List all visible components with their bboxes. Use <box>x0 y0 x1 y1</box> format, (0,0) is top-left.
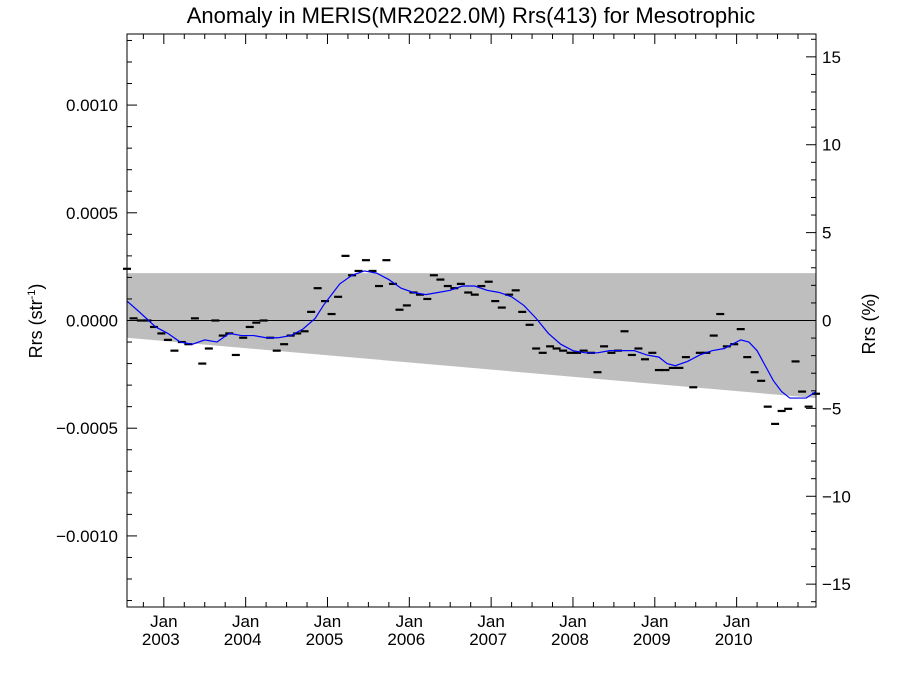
right-axis-tick-label: 10 <box>822 136 841 155</box>
x-axis-month-label: Jan <box>314 612 341 631</box>
x-axis-year-label: 2003 <box>142 630 180 649</box>
uncertainty-band <box>127 273 816 399</box>
left-axis-tick-label: 0.0005 <box>66 204 118 223</box>
right-axis-tick-label: −10 <box>822 487 851 506</box>
right-axis-tick-label: 5 <box>822 224 831 243</box>
plot-frame <box>126 33 817 608</box>
x-axis-month-label: Jan <box>477 612 504 631</box>
left-axis-tick-label: −0.0005 <box>56 419 118 438</box>
x-axis-month-label: Jan <box>559 612 586 631</box>
right-axis-tick-label: −5 <box>822 399 841 418</box>
x-axis-year-label: 2010 <box>715 630 753 649</box>
right-axis-label: Rrs (%) <box>859 294 879 355</box>
axis-ticks <box>127 34 816 607</box>
x-axis-year-label: 2008 <box>551 630 589 649</box>
left-axis-tick-labels: 0.0010 0.0005 0.0000 −0.0005 −0.0010 <box>56 96 118 546</box>
x-axis-month-label: Jan <box>396 612 423 631</box>
right-axis-tick-label: 0 <box>822 312 831 331</box>
left-axis-label-superscript: -1 <box>26 290 38 300</box>
x-axis-year-label: 2004 <box>224 630 262 649</box>
left-axis-label-text: Rrs (str <box>26 299 46 358</box>
x-axis-month-label: Jan <box>150 612 177 631</box>
left-axis-tick-label: −0.0010 <box>56 527 118 546</box>
x-axis-tick-labels: Jan2003Jan2004Jan2005Jan2006Jan2007Jan20… <box>142 612 753 649</box>
left-axis-label: Rrs (str-1) <box>26 284 46 359</box>
right-axis-tick-label: −15 <box>822 575 851 594</box>
x-axis-year-label: 2005 <box>306 630 344 649</box>
right-axis-tick-label: 15 <box>822 48 841 67</box>
left-axis-tick-label: 0.0000 <box>66 312 118 331</box>
chart-title: Anomaly in MERIS(MR2022.0M) Rrs(413) for… <box>187 3 756 28</box>
left-axis-tick-label: 0.0010 <box>66 96 118 115</box>
x-axis-year-label: 2009 <box>633 630 671 649</box>
x-axis-month-label: Jan <box>723 612 750 631</box>
x-axis-month-label: Jan <box>232 612 259 631</box>
x-axis-month-label: Jan <box>641 612 668 631</box>
left-axis-label-close: ) <box>26 284 46 290</box>
right-axis-tick-labels: 15 10 5 0 −5 −10 −15 <box>822 48 851 594</box>
smoothed-anomaly-line <box>126 270 817 399</box>
x-axis-year-label: 2006 <box>387 630 425 649</box>
plot-area <box>123 33 820 608</box>
x-axis-year-label: 2007 <box>469 630 507 649</box>
